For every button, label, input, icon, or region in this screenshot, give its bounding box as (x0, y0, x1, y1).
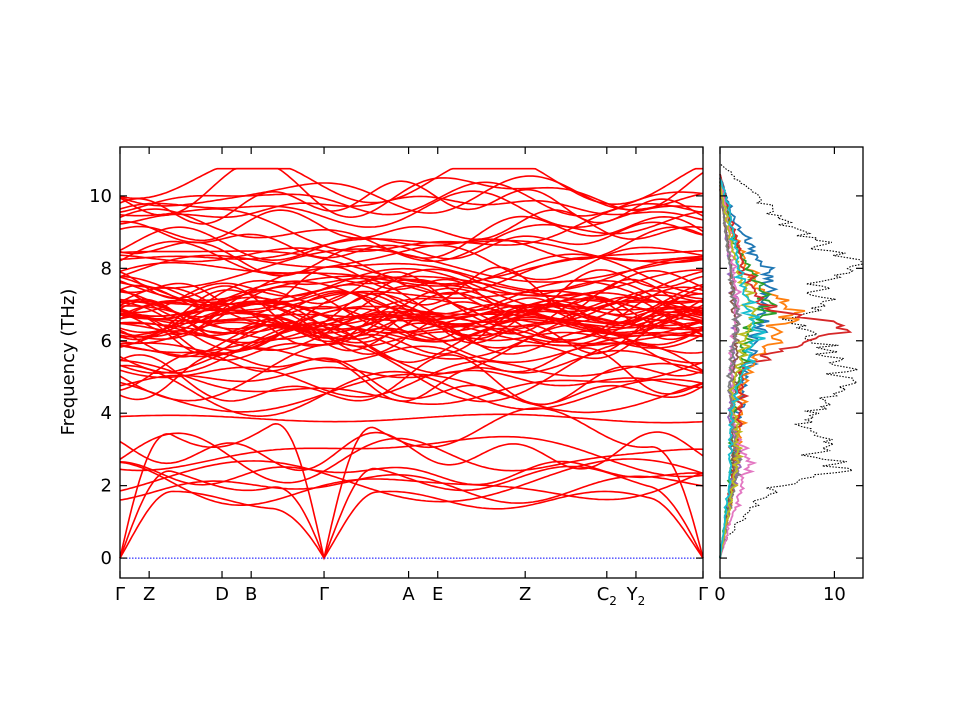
band-line (119, 209, 704, 242)
band-line (119, 305, 703, 343)
band-line (119, 215, 704, 277)
y-tick-label: 4 (101, 403, 112, 424)
y-axis-label: Frequency (THz) (58, 289, 79, 436)
band-line (119, 299, 704, 360)
band-line (119, 253, 704, 295)
band-line (119, 347, 704, 402)
x-tick-label: Z (519, 584, 531, 605)
band-line (119, 302, 704, 355)
band-line (119, 195, 704, 225)
band-line (119, 366, 704, 389)
pdos-line (719, 181, 744, 559)
x-tick-label: Γ (698, 584, 708, 605)
band-line (119, 473, 704, 504)
band-lines (119, 167, 704, 561)
x-tick-label: C2 (597, 584, 617, 608)
band-line (119, 351, 704, 406)
dos-y-ticks (720, 195, 863, 559)
band-line (119, 313, 704, 354)
band-line (119, 360, 704, 398)
band-line (119, 435, 704, 478)
y-tick-label: 8 (101, 258, 112, 279)
dos-lines (719, 162, 863, 559)
band-line (119, 282, 704, 320)
x-tick-label: A (402, 584, 415, 605)
dos-axes-frame (719, 146, 864, 579)
band-line (119, 461, 704, 506)
dos-x-ticks: 0 10 (714, 147, 846, 605)
band-line (119, 292, 704, 334)
total-dos-line (719, 162, 863, 559)
band-line (119, 286, 704, 335)
band-line (119, 208, 704, 262)
pdos-line (719, 184, 758, 559)
pdos-line (719, 177, 758, 559)
band-y-ticks: 0 2 4 6 8 10 (89, 186, 703, 569)
band-line (119, 309, 704, 327)
pdos-line (719, 177, 767, 559)
band-line (119, 271, 704, 339)
band-line (119, 359, 704, 405)
band-line (119, 284, 704, 329)
x-tick-label: D (215, 584, 229, 605)
band-line (119, 293, 704, 347)
x-tick-label: Γ (115, 584, 125, 605)
band-line (119, 249, 704, 285)
band-line (119, 458, 704, 503)
x-tick-label: E (432, 584, 443, 605)
band-axes-frame (119, 146, 704, 579)
band-line (119, 254, 704, 292)
dos-panel: 0 10 (714, 146, 864, 605)
x-tick-label: B (245, 584, 257, 605)
x-tick-label: Z (143, 584, 155, 605)
y-tick-label: 2 (101, 476, 112, 497)
y-tick-label: 0 (101, 548, 112, 569)
band-line (119, 299, 704, 348)
band-line (119, 167, 703, 205)
band-line (120, 305, 704, 337)
band-line (119, 373, 704, 414)
band-line (119, 265, 704, 317)
y-tick-label: 10 (89, 186, 112, 207)
band-line (119, 175, 704, 214)
band-line (119, 180, 704, 225)
band-line (119, 460, 704, 486)
band-line (119, 413, 704, 424)
y-tick-label: 6 (101, 331, 112, 352)
x-tick-label: Γ (319, 584, 329, 605)
band-line (119, 291, 704, 352)
band-line (119, 298, 704, 344)
dos-x-tick-label: 10 (823, 584, 846, 605)
dos-x-tick-label: 0 (714, 584, 725, 605)
band-line (119, 432, 704, 484)
band-line (119, 307, 704, 364)
band-line (119, 364, 704, 417)
band-x-ticks: Γ Z D B Γ A E Z C2 Y2 Γ (115, 147, 708, 608)
x-tick-label: Y2 (626, 584, 646, 608)
band-line (119, 490, 704, 560)
